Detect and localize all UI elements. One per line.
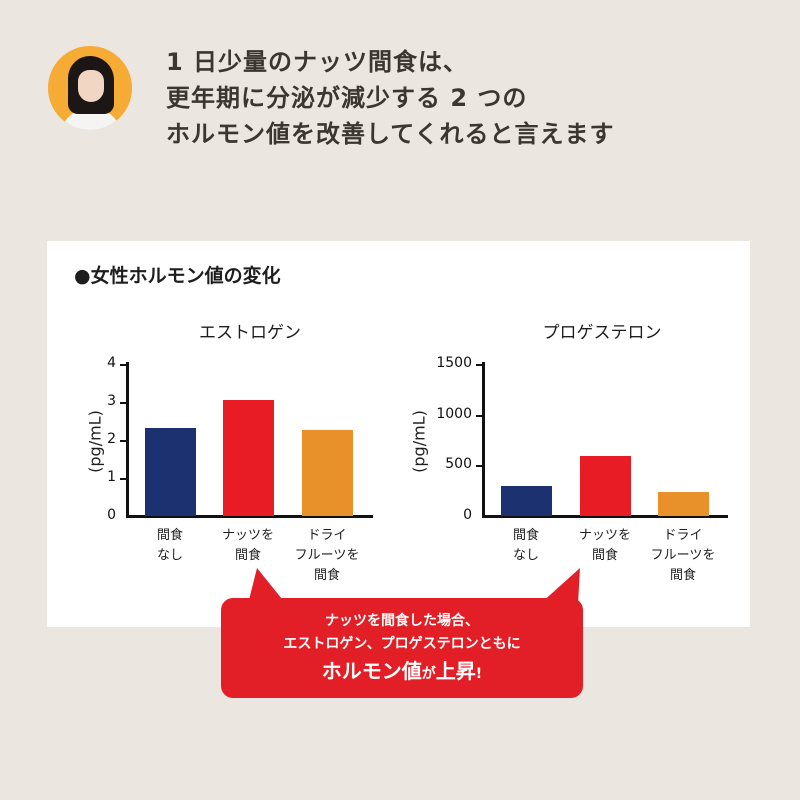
y-tick-label: 1000	[436, 406, 472, 422]
y-tick-label: 1500	[436, 355, 472, 371]
y-tick	[476, 364, 483, 366]
callout-banner: ナッツを間食した場合、 エストロゲン、プロゲステロンともに ホルモン値が上昇!	[221, 598, 583, 698]
section-title: ●女性ホルモン値の変化	[74, 265, 281, 287]
chart-title: エストロゲン	[199, 323, 301, 343]
category-label: ナッツを 間食	[221, 528, 274, 563]
callout-pointer-left	[248, 568, 286, 604]
y-axis	[482, 362, 485, 518]
headline-line-2: 更年期に分泌が減少する 2 つの	[166, 84, 528, 112]
headline-line-3: ホルモン値を改善してくれると言えます	[166, 120, 615, 148]
y-tick	[120, 364, 127, 366]
avatar-face-shape	[78, 70, 104, 102]
chart-title: プロゲステロン	[542, 323, 662, 343]
y-tick	[120, 402, 127, 404]
y-tick-label: 3	[107, 393, 116, 409]
y-tick-label: 0	[107, 507, 116, 523]
x-axis	[126, 515, 373, 518]
y-tick	[120, 478, 127, 480]
callout-line-2: エストロゲン、プロゲステロンともに	[283, 636, 521, 652]
y-tick-label: 1	[107, 469, 116, 485]
bar-nuts	[580, 456, 631, 516]
headline-line-1: 1 日少量のナッツ間食は、	[166, 48, 469, 76]
bar-dried-fruit	[302, 430, 353, 516]
headline: 1 日少量のナッツ間食は、 更年期に分泌が減少する 2 つの ホルモン値を改善し…	[166, 44, 615, 152]
y-axis	[126, 362, 129, 518]
y-tick	[120, 440, 127, 442]
category-label: ドライ フルーツを 間食	[294, 528, 360, 583]
y-tick-label: 4	[107, 355, 116, 371]
bar-nuts	[223, 400, 274, 516]
bar-dried-fruit	[658, 492, 709, 516]
category-label: ドライ フルーツを 間食	[650, 528, 716, 583]
y-tick-label: 0	[463, 507, 472, 523]
category-label: ナッツを 間食	[578, 528, 631, 563]
y-tick	[476, 415, 483, 417]
category-label: 間食 なし	[156, 528, 183, 563]
y-axis-label: (pg/mL)	[409, 410, 429, 473]
callout-pointer-right	[540, 568, 580, 604]
avatar	[48, 46, 132, 130]
y-tick	[476, 465, 483, 467]
bar-no-snack	[145, 428, 196, 516]
x-axis	[482, 515, 728, 518]
callout-line-1: ナッツを間食した場合、	[325, 613, 479, 629]
bar-no-snack	[501, 486, 552, 516]
category-label: 間食 なし	[512, 528, 539, 563]
callout-line-3: ホルモン値が上昇!	[321, 659, 483, 683]
y-tick-label: 500	[445, 456, 472, 472]
y-tick-label: 2	[107, 431, 116, 447]
